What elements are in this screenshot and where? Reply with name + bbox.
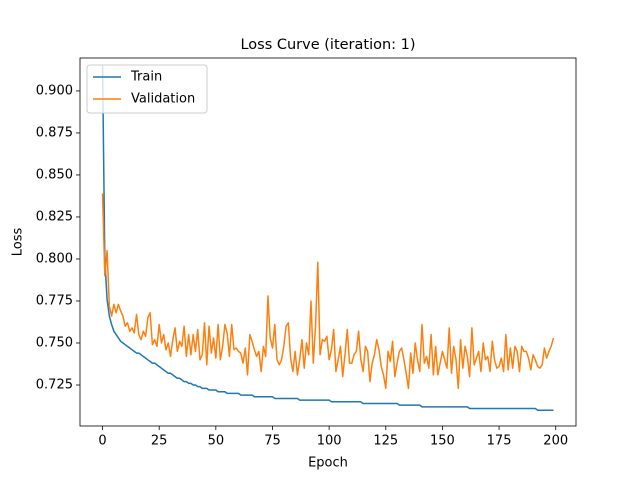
y-tick-label: 0.875 (36, 125, 73, 140)
legend-label: Validation (131, 92, 195, 107)
y-tick-label: 0.800 (36, 251, 73, 266)
chart-title: Loss Curve (iteration: 1) (240, 37, 415, 53)
y-tick-label: 0.725 (36, 377, 73, 392)
x-tick-label: 25 (151, 434, 168, 449)
x-tick-label: 0 (98, 434, 106, 449)
x-tick-label: 100 (317, 434, 342, 449)
y-tick-label: 0.825 (36, 209, 73, 224)
y-tick-label: 0.900 (36, 83, 73, 98)
x-tick-label: 125 (373, 434, 398, 449)
y-tick-label: 0.750 (36, 335, 73, 350)
x-tick-label: 150 (430, 434, 455, 449)
y-tick-label: 0.775 (36, 293, 73, 308)
legend-label: Train (130, 70, 162, 85)
series-line (101, 65, 554, 411)
x-axis-label: Epoch (308, 456, 348, 471)
series-line (101, 193, 555, 390)
y-axis-label: Loss (11, 228, 26, 257)
y-tick-label: 0.850 (36, 167, 73, 182)
x-tick-label: 175 (487, 434, 512, 449)
x-tick-label: 75 (264, 434, 281, 449)
plot-frame (79, 57, 577, 427)
x-tick-label: 50 (208, 434, 225, 449)
plot-area (101, 65, 555, 411)
x-tick-label: 200 (543, 434, 568, 449)
